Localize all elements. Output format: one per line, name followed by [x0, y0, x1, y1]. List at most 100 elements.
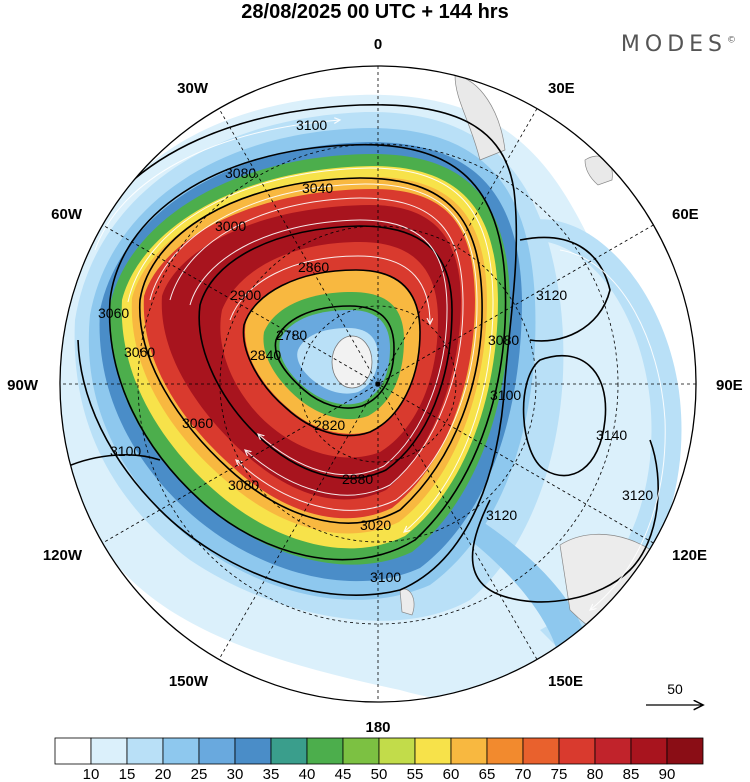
longitude-labels: 0 30E 60E 90E 120E 150E 180 150W 120W 90… [7, 36, 743, 736]
lon-label-120e: 120E [672, 547, 707, 564]
page-title: 28/08/2025 00 UTC + 144 hrs [241, 1, 509, 23]
lon-label-60e: 60E [672, 206, 699, 223]
contour-label: 3000 [215, 218, 246, 234]
colorbar-swatch [558, 737, 596, 765]
secondary-jet-east [530, 219, 682, 651]
colorbar-tick-label: 90 [659, 766, 676, 782]
colorbar-tick-label: 70 [515, 766, 532, 782]
height-contours [60, 104, 659, 603]
map-boundary [59, 65, 697, 703]
colorbar-tick-label: 55 [407, 766, 424, 782]
australia-landmass [559, 533, 691, 653]
lon-label-150e: 150E [548, 673, 583, 690]
colorbar-tick-label: 15 [119, 766, 136, 782]
contour-label: 3100 [490, 387, 521, 403]
lon-label-0: 0 [374, 36, 382, 53]
colorbar-tick-label: 30 [227, 766, 244, 782]
contour-label: 3100 [110, 443, 141, 459]
colorbar-swatch [162, 737, 200, 765]
contour-label: 2860 [298, 259, 329, 275]
colorbar-swatch [522, 737, 560, 765]
colorbar-tick-label: 60 [443, 766, 460, 782]
colorbar-swatch [450, 737, 488, 765]
lon-label-30w: 30W [177, 80, 209, 97]
wind-speed-field [60, 66, 696, 702]
colorbar-swatch [234, 737, 272, 765]
colorbar-swatch [270, 737, 308, 765]
colorbar-swatch [594, 737, 632, 765]
colorbar-swatch [414, 737, 452, 765]
colorbar-tick-label: 40 [299, 766, 316, 782]
colorbar-tick-label: 75 [551, 766, 568, 782]
colorbar-tick-label: 85 [623, 766, 640, 782]
lon-label-150w: 150W [169, 673, 209, 690]
colorbar-swatch [342, 737, 380, 765]
colorbar-swatch [306, 737, 344, 765]
madagascar-landmass [584, 155, 613, 186]
colorbar-tick-label: 10 [83, 766, 100, 782]
vector-reference-value: 50 [667, 681, 683, 697]
colorbar-swatch [54, 737, 92, 765]
contour-3140 [522, 354, 607, 477]
streamline [169, 197, 464, 496]
colorbar-tick-label: 50 [371, 766, 388, 782]
contour-3080 [108, 143, 507, 561]
colorbar-labels: 10 15 20 25 30 35 40 45 50 55 60 65 70 75 80 85 90 [83, 766, 676, 782]
contour-label: 2780 [276, 327, 307, 343]
streamline [127, 167, 494, 532]
contour-label: 3060 [98, 305, 129, 321]
lon-label-90w: 90W [7, 377, 39, 394]
colorbar-swatch [90, 737, 128, 765]
contour-label: 3080 [488, 332, 519, 348]
colorbar-tick-label: 65 [479, 766, 496, 782]
contour-label: 2840 [250, 347, 281, 363]
colorbar-swatch [666, 737, 704, 765]
streamline [559, 249, 666, 610]
contour-label: 3040 [302, 180, 333, 196]
lon-label-180: 180 [365, 719, 390, 736]
contour-3040 [139, 177, 483, 524]
lon-label-30e: 30E [548, 80, 575, 97]
contour-labels: 3100 3080 3040 3000 2900 2860 2780 2840 … [98, 117, 653, 585]
contour-label: 3120 [536, 287, 567, 303]
contour-3120-south [471, 439, 659, 603]
colorbar-swatch [126, 737, 164, 765]
contour-label: 3140 [596, 427, 627, 443]
contour-label: 2820 [314, 417, 345, 433]
colorbar [54, 737, 704, 765]
contour-3120-east [519, 236, 611, 342]
colorbar-tick-label: 25 [191, 766, 208, 782]
contour-label: 3100 [296, 117, 327, 133]
colorbar-swatch [198, 737, 236, 765]
streamline [149, 183, 478, 511]
wind-streamlines [94, 120, 666, 610]
contour-label: 2880 [342, 471, 373, 487]
contour-2780 [274, 305, 395, 409]
brand-logo: MODES© [621, 32, 736, 57]
contour-label: 3080 [225, 165, 256, 181]
contour-label: 3120 [486, 507, 517, 523]
lon-label-90e: 90E [716, 377, 743, 394]
contour-label: 3100 [370, 569, 401, 585]
vector-reference: 50 [646, 681, 702, 705]
colorbar-tick-label: 45 [335, 766, 352, 782]
contour-2880 [198, 225, 453, 480]
brand-copyright: © [727, 35, 736, 46]
contour-2840 [242, 269, 421, 437]
contour-label: 3080 [228, 477, 259, 493]
contour-label: 3060 [182, 415, 213, 431]
pole-marker [375, 381, 381, 387]
antarctic-core-low [331, 335, 373, 389]
brand-name: MODES [620, 32, 727, 57]
lon-label-120w: 120W [43, 547, 83, 564]
contour-label: 2900 [230, 287, 261, 303]
colorbar-tick-label: 20 [155, 766, 172, 782]
colorbar-tick-label: 35 [263, 766, 280, 782]
africa-landmass [454, 74, 506, 161]
streamline [94, 120, 340, 251]
contour-label: 3060 [124, 344, 155, 360]
colorbar-tick-label: 80 [587, 766, 604, 782]
lon-label-60w: 60W [51, 206, 83, 223]
colorbar-swatch [630, 737, 668, 765]
